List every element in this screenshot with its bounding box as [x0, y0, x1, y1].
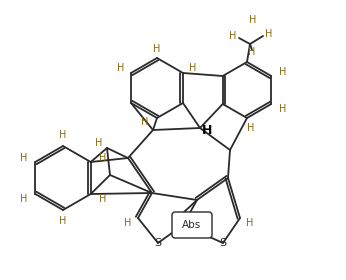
Text: H: H	[153, 44, 161, 54]
Text: H: H	[247, 123, 255, 133]
FancyBboxPatch shape	[172, 212, 212, 238]
Text: H: H	[124, 218, 132, 228]
Text: S: S	[154, 238, 162, 248]
Text: H: H	[246, 218, 254, 228]
Text: H: H	[20, 194, 27, 204]
Text: H: H	[99, 153, 107, 163]
Text: H: H	[249, 15, 257, 25]
Text: H: H	[229, 31, 237, 41]
Text: H: H	[189, 63, 197, 73]
Text: H: H	[265, 29, 273, 39]
Text: H: H	[99, 194, 107, 204]
Text: H: H	[95, 138, 103, 148]
Text: H: H	[117, 63, 125, 73]
Text: H: H	[59, 216, 67, 226]
Text: S: S	[219, 238, 227, 248]
Text: H: H	[279, 104, 286, 114]
Text: H: H	[141, 117, 149, 127]
Text: H: H	[202, 123, 212, 137]
Text: H: H	[59, 130, 67, 140]
Text: H: H	[279, 67, 286, 77]
Text: H: H	[248, 47, 256, 57]
Text: Abs: Abs	[182, 220, 202, 230]
Text: H: H	[20, 153, 27, 163]
